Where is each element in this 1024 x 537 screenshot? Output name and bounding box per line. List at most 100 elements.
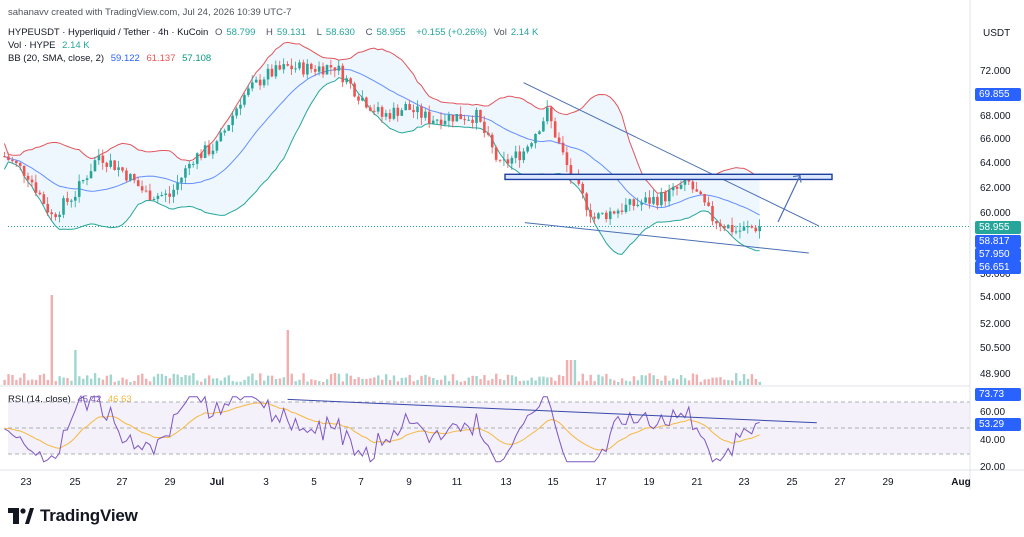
volume-bar — [530, 377, 533, 385]
volume-bar — [62, 377, 65, 385]
volume-bar — [381, 379, 384, 385]
rsi-tag: 53.29 — [975, 418, 1021, 431]
volume-bar — [133, 381, 136, 385]
rsi-legend[interactable]: RSI (14, close) 45.42 46.63 — [8, 394, 136, 406]
volume-bar — [499, 379, 502, 385]
candle-body — [494, 147, 498, 160]
volume-bar — [278, 378, 282, 385]
volume-bar — [561, 376, 565, 385]
time-tick-label: 21 — [691, 477, 703, 488]
volume-bar — [408, 374, 411, 385]
candle-body — [612, 211, 616, 214]
candle-body — [262, 79, 266, 86]
volume-bar — [495, 373, 498, 385]
candle-body — [30, 179, 34, 183]
candle-body — [203, 145, 207, 158]
candle-body — [278, 65, 282, 70]
candle-body — [758, 226, 761, 232]
candle-body — [542, 121, 545, 132]
candle-body — [176, 182, 179, 190]
symbol-name[interactable]: HYPEUSDT · Hyperliquid / Tether · 4h · K… — [8, 27, 209, 38]
candle-body — [313, 69, 317, 72]
candle-body — [341, 65, 345, 83]
volume-bar — [204, 378, 207, 385]
candle-body — [648, 197, 651, 204]
symbol-line: HYPEUSDT · Hyperliquid / Tether · 4h · K… — [8, 27, 546, 39]
candle-body — [156, 195, 160, 199]
time-tick-label: 25 — [786, 477, 798, 488]
volume-bar — [270, 375, 274, 385]
candle-body — [443, 120, 447, 125]
volume-legend[interactable]: Vol · HYPE 2.14 K — [8, 40, 94, 52]
currency-label: USDT — [983, 28, 1011, 39]
candle-body — [518, 151, 522, 161]
candle-body — [388, 113, 392, 119]
candle-body — [231, 115, 234, 126]
volume-bar — [609, 378, 612, 385]
resistance-zone — [504, 173, 833, 181]
volume-bar — [538, 376, 541, 385]
candle-body — [608, 211, 612, 220]
candle-body — [310, 63, 313, 70]
time-tick-label: 9 — [406, 477, 412, 488]
volume-bar — [30, 379, 34, 385]
time-tick-label: 11 — [452, 477, 463, 488]
rsi-trendline — [287, 398, 817, 424]
candle-body — [144, 190, 148, 192]
candle-body — [195, 153, 199, 164]
volume-bar — [679, 374, 683, 385]
volume-bar — [42, 373, 46, 385]
volume-bar — [141, 373, 144, 385]
candle-body — [691, 181, 695, 190]
volume-bar — [750, 374, 754, 385]
candle-body — [376, 107, 380, 112]
volume-bar — [577, 381, 581, 385]
volume-bar — [211, 378, 215, 385]
candle-body — [428, 111, 431, 124]
price-tick-label: 48.900 — [980, 369, 1011, 380]
candle-body — [70, 200, 73, 202]
volume-bar — [322, 381, 325, 385]
tradingview-logo: TradingView — [8, 505, 138, 527]
volume-bar — [758, 381, 761, 385]
candle-body — [707, 202, 710, 206]
candle-body — [50, 212, 53, 215]
candle-body — [738, 230, 742, 232]
volume-bar — [247, 376, 250, 385]
candle-body — [215, 141, 219, 151]
volume-bar — [664, 375, 667, 385]
candle-body — [467, 119, 470, 121]
time-tick-label: 29 — [882, 477, 894, 488]
volume-bar — [546, 377, 549, 385]
price-tag: 57.950 — [975, 248, 1021, 261]
volume-bar — [746, 378, 750, 385]
bb-legend[interactable]: BB (20, SMA, close, 2) 59.122 61.137 57.… — [8, 53, 215, 65]
volume-bar — [310, 379, 313, 385]
volume-bar — [668, 380, 671, 385]
volume-bar — [38, 375, 42, 385]
volume-bar — [420, 375, 423, 385]
volume-bar — [78, 376, 81, 385]
volume-bar — [648, 373, 651, 385]
volume-bar — [290, 373, 293, 385]
candle-body — [321, 66, 325, 75]
price-tick-label: 50.500 — [980, 343, 1011, 354]
candle-body — [396, 107, 400, 116]
candle-body — [302, 62, 305, 75]
volume-bar — [219, 380, 223, 385]
volume-bar — [259, 373, 262, 385]
candle-body — [522, 151, 525, 161]
volume-bar — [585, 380, 588, 385]
candle-body — [502, 159, 506, 161]
volume-bar — [255, 380, 258, 385]
candle-body — [475, 109, 478, 123]
candle-body — [431, 120, 435, 124]
candle-body — [487, 132, 490, 135]
candle-body — [26, 175, 30, 180]
rsi-tick-label: 60.00 — [980, 407, 1005, 418]
volume-bar — [58, 376, 61, 385]
h-value: 59.131 — [276, 27, 306, 38]
candle-body — [211, 150, 215, 155]
volume-bar — [329, 374, 333, 385]
